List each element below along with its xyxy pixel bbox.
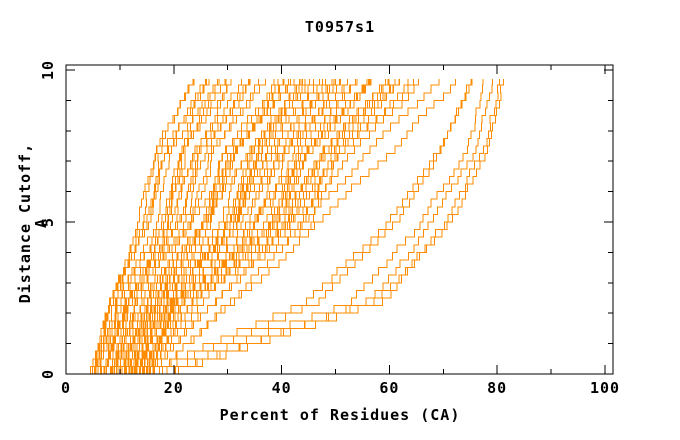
model-curve xyxy=(93,79,206,375)
model-curve xyxy=(100,79,232,375)
model-curve xyxy=(95,79,219,375)
model-curve xyxy=(126,79,349,375)
x-tick-label: 80 xyxy=(487,379,507,397)
model-curve xyxy=(146,79,419,375)
x-tick-label: 0 xyxy=(61,379,71,397)
plot-frame xyxy=(65,64,614,375)
y-axis-label: Distance Cutoff, A xyxy=(16,142,50,304)
y-tick-label: 10 xyxy=(39,60,57,80)
model-curve xyxy=(154,79,457,375)
model-curve xyxy=(157,79,505,375)
model-curve xyxy=(108,79,259,375)
y-tick-label: 5 xyxy=(39,217,57,227)
model-curve xyxy=(92,79,207,375)
model-curve xyxy=(118,79,310,375)
x-axis-label: Percent of Residues (CA) xyxy=(219,406,461,424)
y-tick-label: 0 xyxy=(39,369,57,379)
x-tick-label: 100 xyxy=(590,379,620,397)
x-tick-label: 40 xyxy=(272,379,292,397)
x-tick-label: 20 xyxy=(164,379,184,397)
chart-title: T0957s1 xyxy=(304,18,376,36)
x-tick-label: 60 xyxy=(379,379,399,397)
